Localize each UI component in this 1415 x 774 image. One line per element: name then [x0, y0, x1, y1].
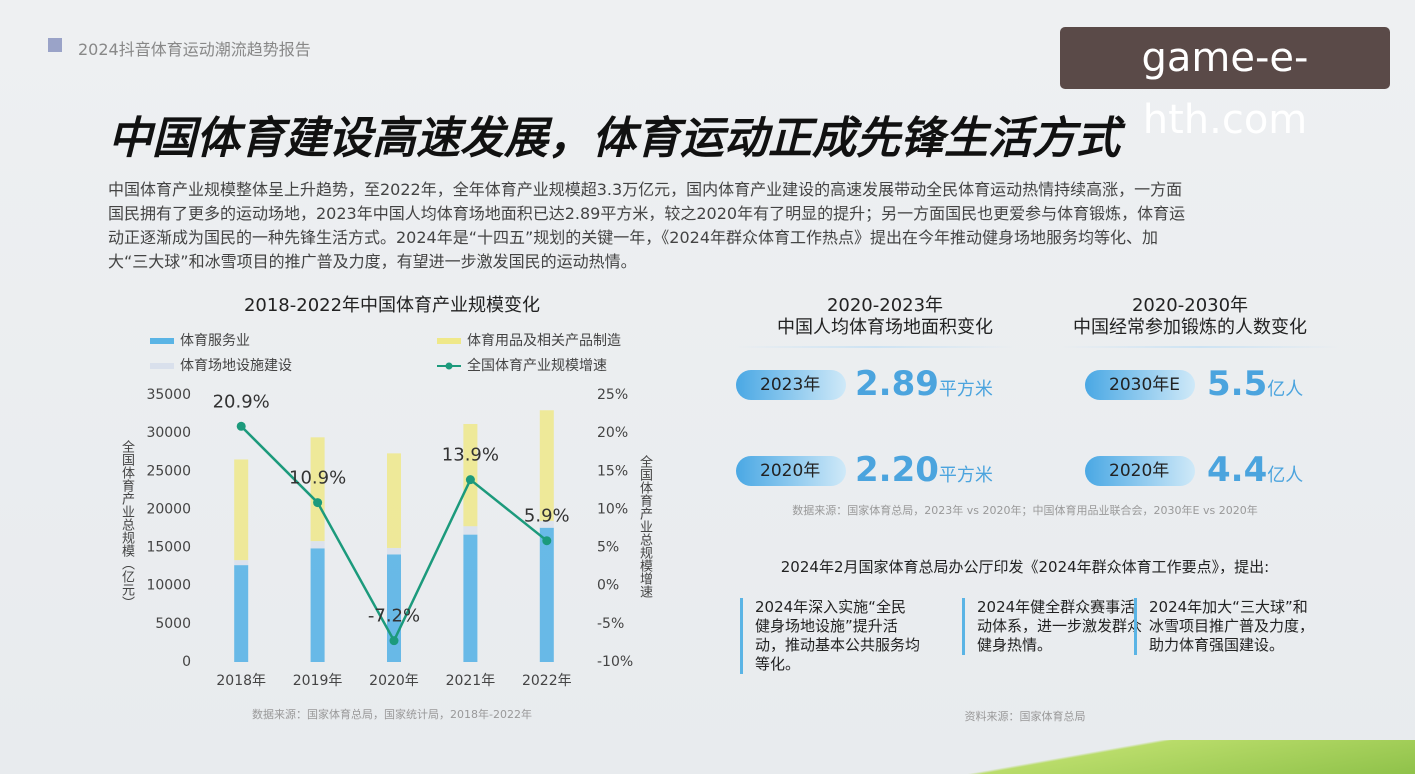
year-pill: 2020年	[1085, 456, 1195, 486]
title-line: 2020-2030年	[1131, 295, 1249, 316]
y-tick-label: 15000	[146, 540, 191, 556]
legend-label: 全国体育产业规模增速	[467, 357, 607, 374]
y-tick-label: 20000	[146, 501, 191, 517]
growth-point	[542, 536, 552, 546]
bar-segment	[310, 548, 325, 662]
data-label: 13.9%	[442, 445, 499, 466]
policy-source: 资料来源：国家体育总局	[964, 710, 1086, 723]
growth-point	[389, 636, 399, 646]
y-axis-label: 全国体育产业总规模（亿元）	[119, 440, 134, 609]
growth-point	[236, 421, 246, 431]
legend-dot	[445, 362, 453, 370]
chart-source: 数据来源：国家体育总局，国家统计局，2018年-2022年	[252, 707, 532, 721]
divider	[735, 346, 1015, 348]
number: 4.4	[1207, 450, 1268, 490]
stat-value: 2.20平方米	[855, 450, 993, 490]
bar-segment	[387, 547, 401, 555]
bar-segment	[539, 520, 554, 528]
divider	[1060, 346, 1340, 348]
stat-value: 2.89平方米	[855, 364, 993, 404]
bar-segment	[463, 534, 478, 662]
legend-label: 体育场地设施建设	[180, 358, 292, 374]
intro-line: 大“三大球”和冰雪项目的推广普及力度，有望进一步激发国民的运动热情。	[108, 252, 637, 271]
y2-tick-label: 25%	[597, 387, 628, 403]
header-icon	[48, 38, 62, 52]
intro-line: 国民拥有了更多的运动场地，2023年中国人均体育场地面积已达2.89平方米，较之…	[108, 204, 1186, 223]
stat-value: 5.5亿人	[1207, 364, 1303, 404]
legend-label: 体育服务业	[180, 333, 250, 349]
bar-segment	[387, 453, 401, 548]
unit: 亿人	[1267, 379, 1304, 400]
bar-segment	[234, 565, 249, 662]
y-tick-label: 30000	[146, 425, 191, 441]
intro: 中国体育产业规模整体呈上升趋势，至2022年，全年体育产业规模超3.3万亿元，国…	[108, 178, 1328, 274]
x-tick-label: 2019年	[293, 673, 343, 689]
bar-segment	[310, 437, 325, 542]
report-name: 2024抖音体育运动潮流趋势报告	[78, 40, 311, 59]
bar-segment	[539, 410, 554, 521]
data-label: 5.9%	[524, 506, 570, 527]
year-pill: 2020年	[736, 456, 846, 486]
y-tick-label: 35000	[146, 387, 191, 403]
data-label: 20.9%	[213, 391, 270, 412]
decoration	[860, 740, 1415, 774]
y2-tick-label: 20%	[597, 425, 628, 441]
number: 5.5	[1207, 364, 1268, 404]
growth-point	[313, 498, 323, 508]
y2-tick-label: 5%	[597, 540, 619, 556]
legend-swatch	[437, 338, 461, 344]
policy-item: 2024年加大“三大球”和冰雪项目推广普及力度，助力体育强国建设。	[1134, 598, 1314, 655]
y2-tick-label: 0%	[597, 578, 619, 594]
area-title: 2020-2023年 中国人均体育场地面积变化	[735, 295, 1035, 339]
year-pill: 2030年E	[1085, 370, 1195, 400]
bar-segment	[463, 423, 478, 527]
policy-heading: 2024年2月国家体育总局办公厅印发《2024年群众体育工作要点》，提出:	[780, 558, 1270, 576]
y2-tick-label: -10%	[597, 654, 633, 670]
watermark: game-e-hth.com	[1060, 27, 1390, 143]
x-tick-label: 2021年	[446, 673, 496, 689]
title-line: 2020-2023年	[826, 295, 944, 316]
unit: 平方米	[938, 465, 993, 486]
bar-segment	[234, 560, 249, 566]
title-line: 中国人均体育场地面积变化	[777, 317, 993, 338]
number: 2.20	[855, 450, 939, 490]
y2-tick-label: -5%	[597, 616, 624, 632]
policy-item: 2024年深入实施“全民健身场地设施”提升活动，推动基本公共服务均等化。	[740, 598, 920, 674]
y-tick-label: 5000	[155, 616, 191, 632]
unit: 亿人	[1267, 465, 1304, 486]
data-label: 10.9%	[289, 468, 346, 489]
chart-title: 2018-2022年中国体育产业规模变化	[244, 295, 540, 316]
bar-segment	[234, 459, 249, 561]
intro-line: 动正逐渐成为国民的一种先锋生活方式。2024年是“十四五”规划的关键一年，《20…	[108, 228, 1159, 247]
exercise-title: 2020-2030年 中国经常参加锻炼的人数变化	[1040, 295, 1340, 339]
legend-label: 体育用品及相关产品制造	[467, 333, 621, 349]
bar-segment	[310, 541, 325, 549]
x-tick-label: 2018年	[216, 673, 266, 689]
year-pill: 2023年	[736, 370, 846, 400]
legend-swatch	[150, 363, 174, 369]
page-title: 中国体育建设高速发展，体育运动正成先锋生活方式	[108, 113, 1120, 164]
x-tick-label: 2020年	[369, 673, 419, 689]
title-line: 中国经常参加锻炼的人数变化	[1073, 317, 1307, 338]
policy-item: 2024年健全群众赛事活动体系，进一步激发群众健身热情。	[962, 598, 1142, 655]
y-tick-label: 25000	[146, 463, 191, 479]
unit: 平方米	[938, 379, 993, 400]
y-tick-label: 0	[182, 654, 191, 670]
y2-tick-label: 10%	[597, 501, 628, 517]
data-label: -7.2%	[368, 606, 420, 627]
stat-value: 4.4亿人	[1207, 450, 1303, 490]
bar-segment	[463, 526, 478, 535]
y2-axis-label: 全国体育产业总规模增速	[637, 455, 652, 598]
y2-tick-label: 15%	[597, 463, 628, 479]
number: 2.89	[855, 364, 939, 404]
growth-point	[465, 475, 475, 485]
y-tick-label: 10000	[146, 578, 191, 594]
x-tick-label: 2022年	[522, 673, 572, 689]
intro-line: 中国体育产业规模整体呈上升趋势，至2022年，全年体育产业规模超3.3万亿元，国…	[108, 180, 1183, 199]
legend-swatch	[150, 338, 174, 344]
bar-segment	[539, 527, 554, 662]
stats-source: 数据来源：国家体育总局，2023年 vs 2020年；中国体育用品业联合会，20…	[792, 504, 1258, 517]
